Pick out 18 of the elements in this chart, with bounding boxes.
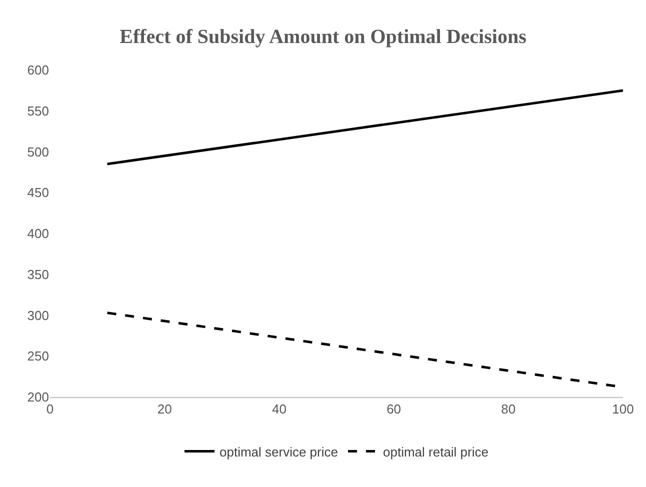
y-tick-label: 550 xyxy=(27,103,49,118)
x-tick-label: 80 xyxy=(501,402,516,417)
y-tick-label: 600 xyxy=(27,62,49,78)
chart-title: Effect of Subsidy Amount on Optimal Decisions xyxy=(120,26,527,48)
legend-label: optimal retail price xyxy=(383,444,488,460)
y-tick-label: 400 xyxy=(27,226,49,242)
y-tick-label: 500 xyxy=(27,144,49,160)
y-tick-label: 200 xyxy=(27,390,49,405)
legend-label: optimal service price xyxy=(220,444,338,460)
y-tick-label: 250 xyxy=(27,348,49,364)
y-tick-label: 350 xyxy=(27,266,49,282)
x-tick-label: 100 xyxy=(612,402,634,417)
x-tick-label: 0 xyxy=(46,402,54,417)
x-tick-label: 40 xyxy=(272,402,286,417)
x-tick-label: 60 xyxy=(386,402,402,417)
y-tick-label: 450 xyxy=(27,185,49,200)
x-tick-label: 20 xyxy=(157,402,172,417)
y-tick-label: 300 xyxy=(27,308,49,323)
